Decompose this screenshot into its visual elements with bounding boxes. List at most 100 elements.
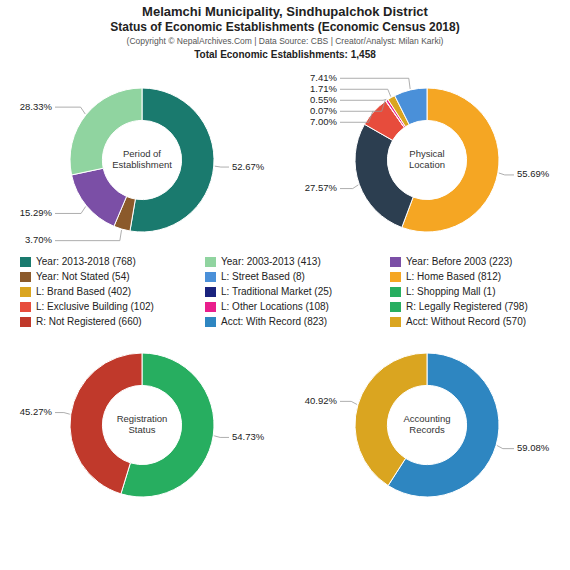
leader-line <box>340 185 358 189</box>
leader-line <box>340 111 373 122</box>
subtitle: (Copyright © NepalArchives.Com | Data So… <box>127 36 444 46</box>
legend-swatch <box>390 302 401 312</box>
annotation: Total Economic Establishments: 1,458 <box>194 49 376 60</box>
legend-label: L: Brand Based (402) <box>36 286 131 297</box>
legend-swatch <box>20 272 31 282</box>
legend-swatch <box>205 317 216 327</box>
legend-label: L: Street Based (8) <box>221 271 305 282</box>
labels: 55.69% 27.57% 7.00%0.07%0.55%1.71%7.41% <box>305 72 550 193</box>
legend-item: L: Exclusive Building (102) <box>20 301 154 312</box>
data-label: 3.70% <box>25 234 52 245</box>
legend-item: R: Not Registered (660) <box>20 316 142 327</box>
legend-item: Year: Before 2003 (223) <box>390 256 512 267</box>
data-label: 15.29% <box>20 207 53 218</box>
legend-swatch <box>20 302 31 312</box>
legend-swatch <box>205 302 216 312</box>
donut: RegistrationStatus 54.73% 45.27% <box>20 353 265 497</box>
legend-swatch <box>390 317 401 327</box>
legend-label: Acct: Without Record (570) <box>406 316 526 327</box>
legend-label: Year: Not Stated (54) <box>36 271 130 282</box>
leader-line <box>215 166 229 168</box>
header: Melamchi Municipality, Sindhupalchok Dis… <box>110 4 459 60</box>
legend-swatch <box>390 257 401 267</box>
legend-label: L: Exclusive Building (102) <box>36 301 154 312</box>
data-label: 45.27% <box>20 406 53 417</box>
labels: 52.67% 3.70% 15.29% 28.33% <box>20 101 265 245</box>
donut: PhysicalLocation 55.69% 27.57% 7.00%0.07%0.… <box>305 72 550 232</box>
legend-label: L: Shopping Mall (1) <box>406 286 496 297</box>
data-label: 27.57% <box>305 182 338 193</box>
legend-label: Acct: With Record (823) <box>221 316 327 327</box>
legend-label: L: Other Locations (108) <box>221 301 329 312</box>
leader-line <box>340 89 391 96</box>
leader-line <box>55 107 85 114</box>
data-label: 1.71% <box>310 83 337 94</box>
labels: 54.73% 45.27% <box>20 406 265 442</box>
center-label: RegistrationStatus <box>117 413 168 435</box>
data-label: 7.41% <box>310 72 337 83</box>
legend-item: L: Street Based (8) <box>205 271 305 282</box>
legend-label: Year: 2003-2013 (413) <box>221 256 321 267</box>
legend-swatch <box>390 287 401 297</box>
data-label: 59.08% <box>517 442 550 453</box>
labels: 59.08% 40.92% <box>305 395 550 453</box>
legend-label: R: Not Registered (660) <box>36 316 142 327</box>
leader-line <box>499 173 514 175</box>
leader-line <box>340 401 357 404</box>
leader-line <box>340 100 385 111</box>
legend-label: L: Traditional Market (25) <box>221 286 332 297</box>
legend-swatch <box>20 287 31 297</box>
center-label: Period ofEstablishment <box>112 148 172 170</box>
chart: Melamchi Municipality, Sindhupalchok Dis… <box>0 0 570 570</box>
slice <box>72 168 127 226</box>
leader-line <box>55 413 70 415</box>
data-label: 55.69% <box>517 168 550 179</box>
slices <box>355 88 499 232</box>
legend-item: Year: 2013-2018 (768) <box>20 256 136 267</box>
legend-item: Year: Not Stated (54) <box>20 271 130 282</box>
legend-item: R: Legally Registered (798) <box>390 301 528 312</box>
data-label: 40.92% <box>305 395 338 406</box>
leader-line <box>497 446 514 449</box>
leader-line <box>214 436 229 438</box>
legend-swatch <box>20 317 31 327</box>
legend-item: Acct: With Record (823) <box>205 316 327 327</box>
legend-swatch <box>205 287 216 297</box>
slice <box>395 88 427 125</box>
legend-item: Acct: Without Record (570) <box>390 316 526 327</box>
legend-swatch <box>205 257 216 267</box>
slices <box>355 353 499 497</box>
data-label: 28.33% <box>20 101 53 112</box>
legend-swatch <box>390 272 401 282</box>
legend: Year: 2013-2018 (768) Year: Not Stated (5… <box>20 256 528 327</box>
legend-label: Year: 2013-2018 (768) <box>36 256 136 267</box>
leader-line <box>55 230 122 241</box>
legend-item: L: Home Based (812) <box>390 271 501 282</box>
data-label: 7.00% <box>310 116 337 127</box>
legend-item: Year: 2003-2013 (413) <box>205 256 321 267</box>
data-label: 52.67% <box>232 161 265 172</box>
leader-line <box>55 206 86 213</box>
slices <box>70 353 214 497</box>
title: Status of Economic Establishments (Econo… <box>110 20 459 34</box>
data-label: 54.73% <box>232 431 265 442</box>
legend-swatch <box>205 272 216 282</box>
legend-item: L: Traditional Market (25) <box>205 286 332 297</box>
legend-swatch <box>20 257 31 267</box>
donut: AccountingRecords59.08%40.92% <box>305 353 550 497</box>
leader-line <box>340 99 386 101</box>
leader-line <box>340 78 410 89</box>
data-label: 0.07% <box>310 105 337 116</box>
legend-item: L: Brand Based (402) <box>20 286 131 297</box>
donut: Period ofEstablishment 52.67% 3.70% 15.29% 2… <box>20 88 265 245</box>
slice <box>355 124 413 227</box>
legend-label: R: Legally Registered (798) <box>406 301 528 312</box>
legend-label: L: Home Based (812) <box>406 271 501 282</box>
center-label: PhysicalLocation <box>409 148 445 170</box>
legend-label: Year: Before 2003 (223) <box>406 256 512 267</box>
slices <box>70 88 214 232</box>
legend-item: L: Shopping Mall (1) <box>390 286 496 297</box>
data-label: 0.55% <box>310 94 337 105</box>
title: Melamchi Municipality, Sindhupalchok Dis… <box>142 4 428 19</box>
legend-item: L: Other Locations (108) <box>205 301 329 312</box>
